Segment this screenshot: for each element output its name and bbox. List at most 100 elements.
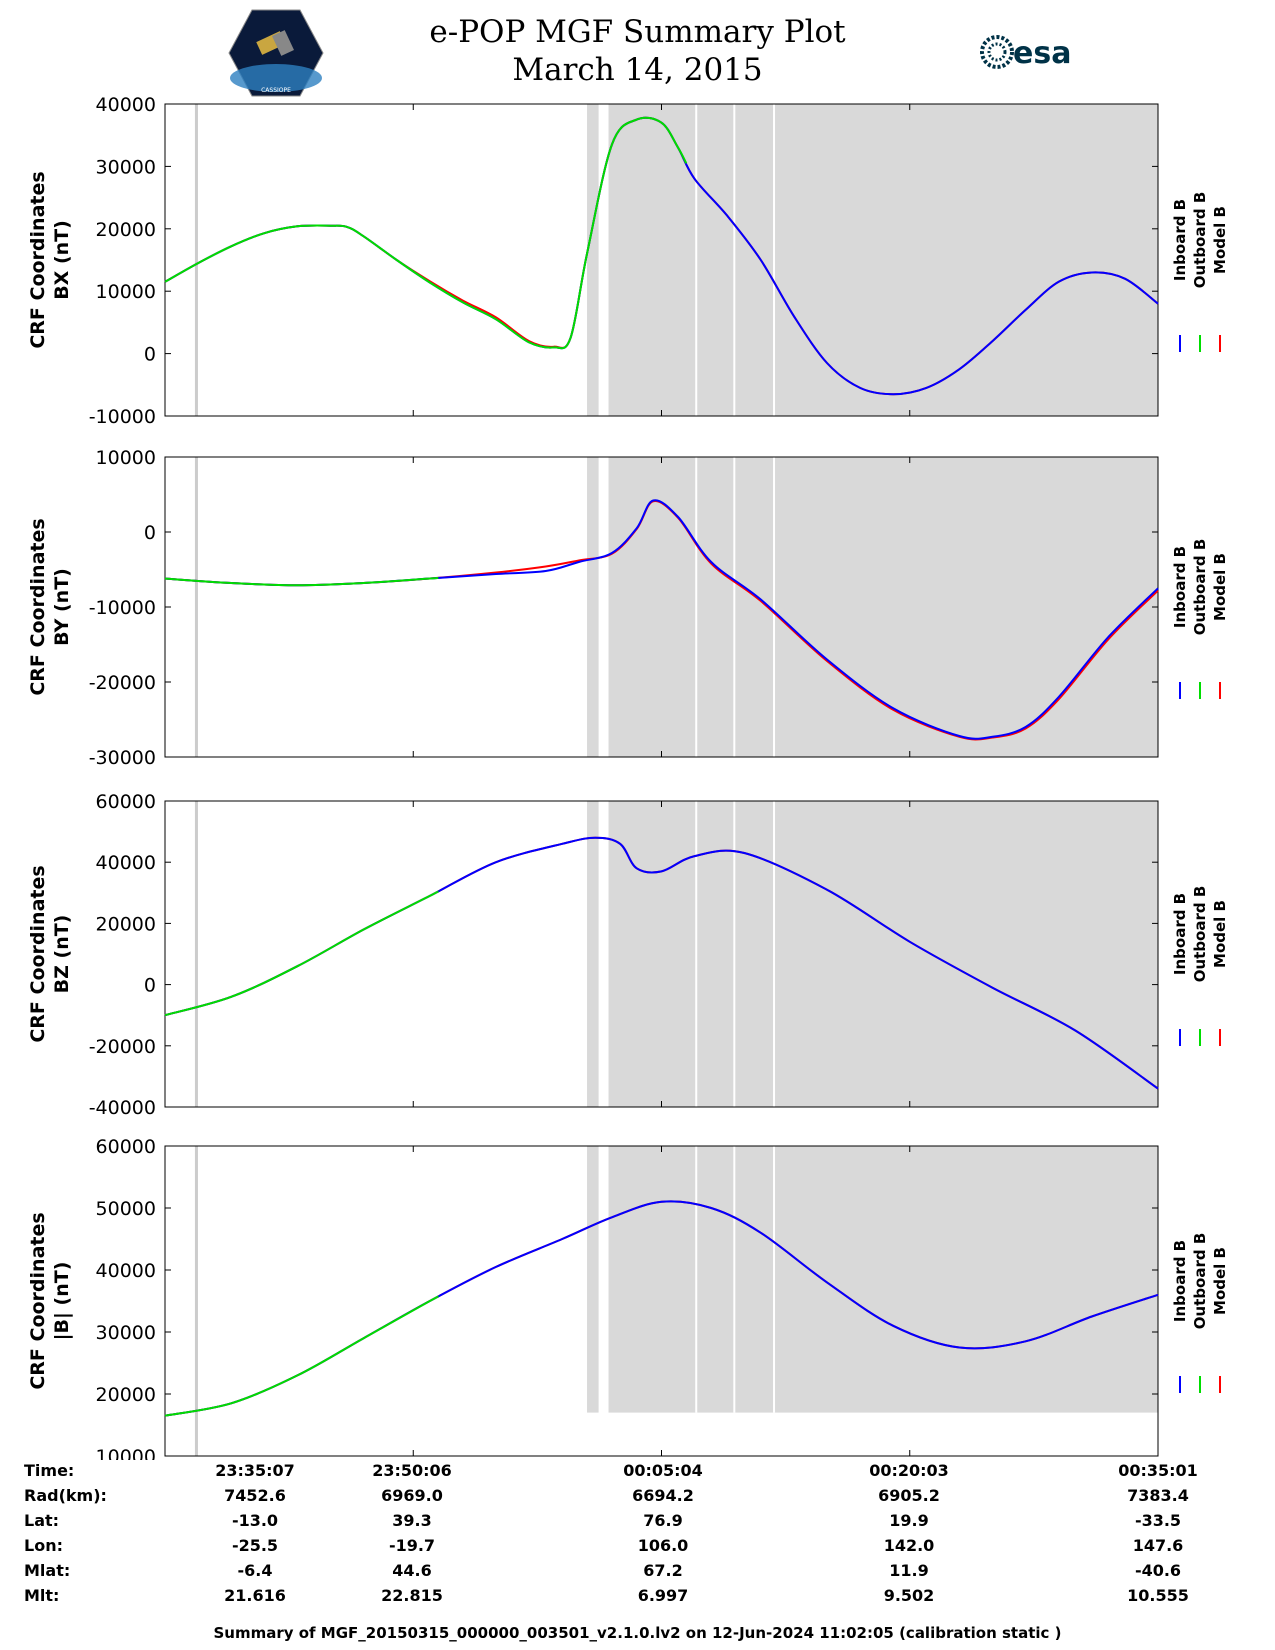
footer-row: Lon: -25.5 -19.7 106.0 142.0 147.6 <box>0 1536 1275 1558</box>
legend-label: Outboard B <box>1191 886 1209 983</box>
header: CASSIOPE e-POP MGF Summary Plot March 14… <box>0 0 1275 100</box>
y-tick-label: 10000 <box>96 281 156 303</box>
series-outboard-b <box>164 116 688 350</box>
footer-value: 76.9 <box>643 1511 683 1530</box>
series-outboard-b <box>164 1295 440 1417</box>
y-tick-label: 0 <box>144 975 156 997</box>
footer-row-label: Mlt: <box>24 1586 60 1605</box>
shaded-region <box>587 801 599 1107</box>
footer-value: 6694.2 <box>632 1486 694 1505</box>
legend-label: Model B <box>1211 900 1229 968</box>
y-tick-label: 60000 <box>96 1136 156 1158</box>
footer-row: Lat: -13.0 39.3 76.9 19.9 -33.5 <box>0 1511 1275 1533</box>
footer-row-label: Rad(km): <box>24 1486 107 1505</box>
y-tick-label: 50000 <box>96 1198 156 1220</box>
panel-4: 10000 20000 30000 40000 50000 60000 CRF Coordi… <box>27 1136 1229 1460</box>
footer-row-label: Lat: <box>24 1511 60 1530</box>
summary-line: Summary of MGF_20150315_000000_003501_v2… <box>213 1624 1062 1642</box>
footer-value: 22.815 <box>381 1586 443 1605</box>
footer-value: 23:50:06 <box>372 1461 452 1480</box>
footer-value: 6969.0 <box>381 1486 443 1505</box>
y-axis-label: BY (nT) <box>51 568 73 646</box>
y-tick-label: -10000 <box>89 597 156 619</box>
footer-value: -19.7 <box>388 1536 436 1555</box>
y-tick-label: -30000 <box>89 747 156 769</box>
series-outboard-b <box>164 890 440 1017</box>
y-tick-label: -20000 <box>89 1036 156 1058</box>
footer-value: 7452.6 <box>224 1486 286 1505</box>
y-axis-label: CRF Coordinates <box>27 171 49 348</box>
y-axis-label: |B| (nT) <box>51 1262 73 1341</box>
legend-label: Inboard B <box>1171 1240 1189 1322</box>
footer-value: 6.997 <box>637 1586 689 1605</box>
y-tick-label: 40000 <box>96 1260 156 1282</box>
y-tick-label: 20000 <box>96 219 156 241</box>
y-axis-label: CRF Coordinates <box>27 1212 49 1389</box>
legend-label: Model B <box>1211 553 1229 621</box>
shaded-region <box>608 104 1158 416</box>
legend-label: Inboard B <box>1171 893 1189 975</box>
y-axis-label: BX (nT) <box>51 220 73 300</box>
plots-area: -10000 0 10000 20000 30000 40000 CRF Coordinat… <box>27 94 1229 1460</box>
footer-value: 39.3 <box>392 1511 432 1530</box>
legend-label: Inboard B <box>1171 199 1189 281</box>
footer-row-label: Time: <box>24 1461 75 1480</box>
y-axis-label: CRF Coordinates <box>27 518 49 695</box>
legend-label: Outboard B <box>1191 1233 1209 1330</box>
footer-value: 00:20:03 <box>869 1461 949 1480</box>
y-axis-label: CRF Coordinates <box>27 865 49 1042</box>
footer-value: -25.5 <box>231 1536 279 1555</box>
footer-value: 00:05:04 <box>623 1461 703 1480</box>
footer-value: 10.555 <box>1127 1586 1189 1605</box>
y-axis-label: BZ (nT) <box>51 915 73 994</box>
footer-value: 142.0 <box>883 1536 935 1555</box>
shaded-region <box>587 457 599 757</box>
y-tick-label: 60000 <box>96 791 156 813</box>
footer-row-label: Mlat: <box>24 1561 71 1580</box>
esa-logo-text: esa <box>1013 36 1071 71</box>
footer-row: Rad(km): 7452.6 6969.0 6694.2 6905.2 7383.4 <box>0 1486 1275 1508</box>
footer-value: -40.6 <box>1134 1561 1182 1580</box>
footer-value: 7383.4 <box>1127 1486 1189 1505</box>
footer-row: Time: 23:35:07 23:50:06 00:05:04 00:20:03 00:… <box>0 1461 1275 1483</box>
y-tick-label: 10000 <box>96 1446 156 1460</box>
footer-value: 00:35:01 <box>1118 1461 1198 1480</box>
y-tick-label: 30000 <box>96 1322 156 1344</box>
plot-title: e-POP MGF Summary Plot <box>429 14 846 50</box>
series-outboard-b <box>164 576 440 587</box>
footer-row: Mlat: -6.4 44.6 67.2 11.9 -40.6 <box>0 1561 1275 1583</box>
y-tick-label: -20000 <box>89 672 156 694</box>
esa-logo: esa <box>980 35 1071 71</box>
y-tick-label: 30000 <box>96 156 156 178</box>
y-tick-label: 0 <box>144 344 156 366</box>
legend-label: Outboard B <box>1191 539 1209 636</box>
footer-value: 9.502 <box>883 1586 935 1605</box>
legend-label: Inboard B <box>1171 546 1189 628</box>
footer-value: 11.9 <box>889 1561 929 1580</box>
y-tick-label: -10000 <box>89 406 156 428</box>
legend-label: Model B <box>1211 206 1229 274</box>
footer-value: 21.616 <box>224 1586 286 1605</box>
footer-value: 147.6 <box>1132 1536 1184 1555</box>
footer-value: 19.9 <box>889 1511 929 1530</box>
y-tick-label: -40000 <box>89 1097 156 1119</box>
y-tick-label: 20000 <box>96 913 156 935</box>
panel-1: -10000 0 10000 20000 30000 40000 CRF Coordinat… <box>27 94 1229 428</box>
footer-value: 106.0 <box>637 1536 689 1555</box>
shaded-region <box>587 104 599 416</box>
mission-logo-text: CASSIOPE <box>261 87 291 94</box>
shaded-region <box>608 801 1158 1107</box>
shaded-region <box>608 1146 1158 1413</box>
footer-value: 23:35:07 <box>215 1461 295 1480</box>
footer-value: 67.2 <box>643 1561 683 1580</box>
plot-date: March 14, 2015 <box>512 52 763 88</box>
legend-label: Outboard B <box>1191 192 1209 289</box>
legend-label: Model B <box>1211 1247 1229 1315</box>
footer-value: 6905.2 <box>878 1486 940 1505</box>
footer-value: 44.6 <box>392 1561 432 1580</box>
ephemeris-footer: Time: 23:35:07 23:50:06 00:05:04 00:20:03 00:… <box>0 1461 1275 1611</box>
footer-row: Mlt: 21.616 22.815 6.997 9.502 10.555 <box>0 1586 1275 1608</box>
y-tick-label: 40000 <box>96 94 156 116</box>
panel-2: -30000 -20000 -10000 0 10000 CRF Coordinates B… <box>27 447 1229 769</box>
footer-value: -6.4 <box>237 1561 273 1580</box>
